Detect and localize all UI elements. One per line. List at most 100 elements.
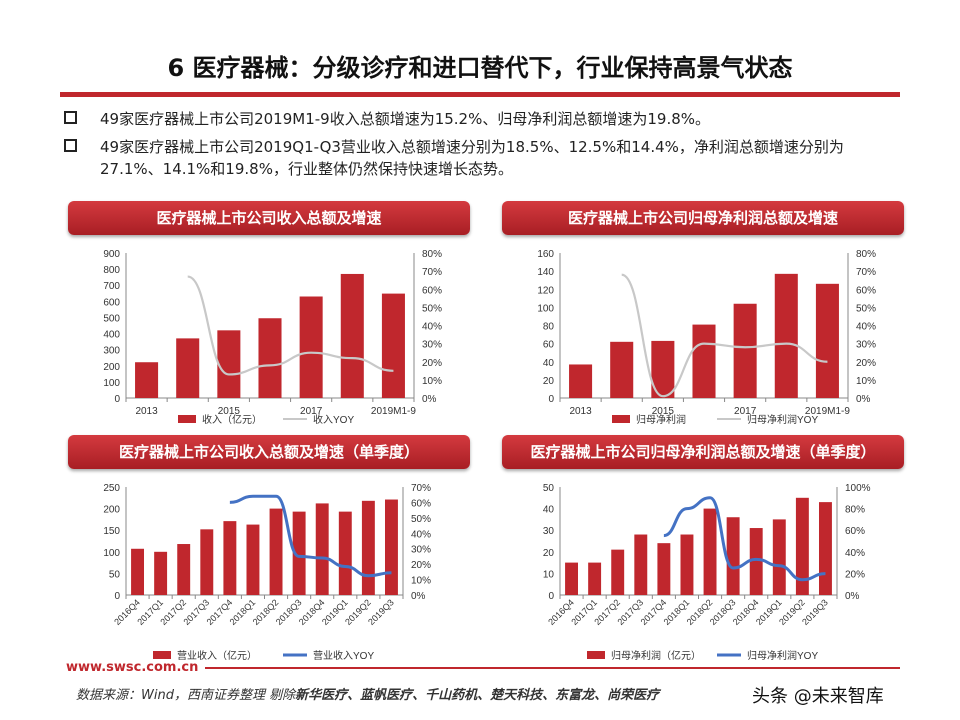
- chart-profit-quarterly: 010203040500%20%40%60%80%100%2016Q42017Q…: [543, 483, 871, 662]
- y-right-tick-label: 60%: [422, 285, 442, 296]
- y-left-tick-label: 10: [543, 569, 555, 580]
- x-tick-label: 2019Q3: [366, 597, 396, 627]
- x-tick-label: 2015: [652, 406, 675, 417]
- bar: [131, 548, 145, 595]
- bar: [634, 534, 648, 595]
- bar: [657, 543, 671, 595]
- bar: [217, 330, 241, 398]
- bar: [177, 544, 191, 595]
- legend-label-line: 归母净利润YOY: [747, 413, 818, 426]
- bullet-1-text: 49家医疗器械上市公司2019M1-9收入总额增速为15.2%、归母净利润总额增…: [100, 110, 711, 128]
- series-line: [229, 494, 392, 578]
- y-left-tick-label: 0: [548, 591, 554, 602]
- bar: [610, 341, 634, 398]
- bar: [815, 283, 839, 398]
- bar: [381, 293, 405, 398]
- bar: [692, 324, 716, 398]
- legend-swatch-bar: [178, 415, 196, 423]
- y-right-tick-label: 70%: [856, 267, 876, 278]
- bar: [588, 562, 602, 595]
- legend-swatch-bar: [612, 415, 630, 423]
- chart-revenue-annual: 0 100 200 300 400 500 600 700 800 900 0% 10% 20% 30% 4…: [103, 249, 442, 426]
- bar: [772, 519, 786, 595]
- y-right-tick-label: 20%: [411, 560, 431, 571]
- x-tick-label: 2015: [218, 406, 241, 417]
- y-left-tick-label: 50: [109, 569, 121, 580]
- legend-label-bar: 收入（亿元）: [202, 413, 262, 426]
- bar: [315, 503, 329, 595]
- bullet-2-text: 49家医疗器械上市公司2019Q1-Q3营业收入总额增速分别为18.5%、12.…: [100, 138, 844, 178]
- bar: [774, 273, 798, 398]
- y-left-tick-label: 0: [548, 394, 554, 405]
- y-left-tick-label: 0: [114, 591, 120, 602]
- legend-label-bar: 营业收入（亿元）: [177, 649, 257, 662]
- y-right-tick-label: 30%: [411, 545, 431, 556]
- bar: [338, 511, 352, 595]
- bar: [340, 273, 364, 398]
- x-tick-label: 2019M1-9: [805, 406, 850, 417]
- x-tick-label: 2013: [569, 406, 592, 417]
- y-left-tick-label: 100: [103, 548, 120, 559]
- bar: [292, 511, 306, 595]
- bar: [258, 318, 282, 398]
- y-left-tick-label: 20: [543, 548, 555, 559]
- x-tick-label: 2013: [135, 406, 158, 417]
- y-left-tick-label: 20: [543, 376, 555, 387]
- bullet-1: 49家医疗器械上市公司2019M1-9收入总额增速为15.2%、归母净利润总额增…: [64, 108, 710, 130]
- chart-1-title: 医疗器械上市公司收入总额及增速: [68, 201, 470, 235]
- y-right-tick-label: 70%: [411, 483, 431, 494]
- bar: [749, 528, 763, 595]
- bar: [200, 529, 214, 595]
- bar: [384, 499, 398, 595]
- y-left-tick-label: 900: [103, 249, 120, 260]
- y-left-tick-label: 30: [543, 526, 555, 537]
- legend-swatch-bar: [587, 651, 605, 659]
- y-left-tick-label: 800: [103, 265, 120, 276]
- bar: [726, 517, 740, 595]
- x-tick-label: 2019Q3: [800, 597, 830, 627]
- bar: [818, 502, 832, 595]
- footer-source: 数据来源：Wind，西南证券整理 剔除新华医疗、蓝帆医疗、千山药机、楚天科技、东…: [76, 684, 659, 703]
- y-right-tick-label: 20%: [856, 358, 876, 369]
- x-tick-label: 2019M1-9: [371, 406, 416, 417]
- y-right-tick-label: 10%: [856, 376, 876, 387]
- bar: [154, 551, 168, 595]
- footer-source-prefix: 数据来源：Wind，西南证券整理 剔除: [76, 688, 296, 703]
- y-right-tick-label: 30%: [856, 340, 876, 351]
- y-right-tick-label: 0%: [411, 591, 426, 602]
- y-right-tick-label: 40%: [856, 322, 876, 333]
- chart-3-title: 医疗器械上市公司收入总额及增速（单季度）: [68, 435, 470, 469]
- bar: [223, 521, 237, 595]
- y-right-tick-label: 30%: [422, 340, 442, 351]
- y-right-tick-label: 50%: [422, 303, 442, 314]
- y-left-tick-label: 120: [537, 285, 554, 296]
- bar: [135, 362, 159, 398]
- y-left-tick-label: 600: [103, 297, 120, 308]
- y-right-tick-label: 20%: [845, 569, 865, 580]
- y-right-tick-label: 60%: [845, 526, 865, 537]
- x-tick-label: 2017: [300, 406, 323, 417]
- bar: [611, 549, 625, 595]
- bullet-square-icon: [64, 111, 77, 124]
- bar: [269, 508, 283, 595]
- bar: [703, 508, 717, 595]
- y-right-tick-label: 100%: [845, 483, 871, 494]
- y-right-tick-label: 70%: [422, 267, 442, 278]
- series-line: [621, 273, 828, 398]
- bar: [246, 524, 260, 595]
- y-right-tick-label: 0%: [845, 591, 860, 602]
- y-right-tick-label: 40%: [411, 529, 431, 540]
- y-right-tick-label: 20%: [422, 358, 442, 369]
- bar: [795, 497, 809, 595]
- title-divider: [60, 92, 900, 97]
- y-right-tick-label: 60%: [856, 285, 876, 296]
- y-left-tick-label: 160: [537, 249, 554, 260]
- bullet-square-icon: [64, 139, 77, 152]
- y-left-tick-label: 0: [114, 394, 120, 405]
- y-left-tick-label: 100: [537, 303, 554, 314]
- y-right-tick-label: 80%: [856, 249, 876, 260]
- y-left-tick-label: 60: [543, 340, 555, 351]
- chart-revenue-quarterly: 0 50 100 150 200 250 0% 10% 20% 30% 40% 50% 60% 70% 20…: [103, 483, 431, 662]
- y-left-tick-label: 40: [543, 505, 555, 516]
- y-right-tick-label: 80%: [422, 249, 442, 260]
